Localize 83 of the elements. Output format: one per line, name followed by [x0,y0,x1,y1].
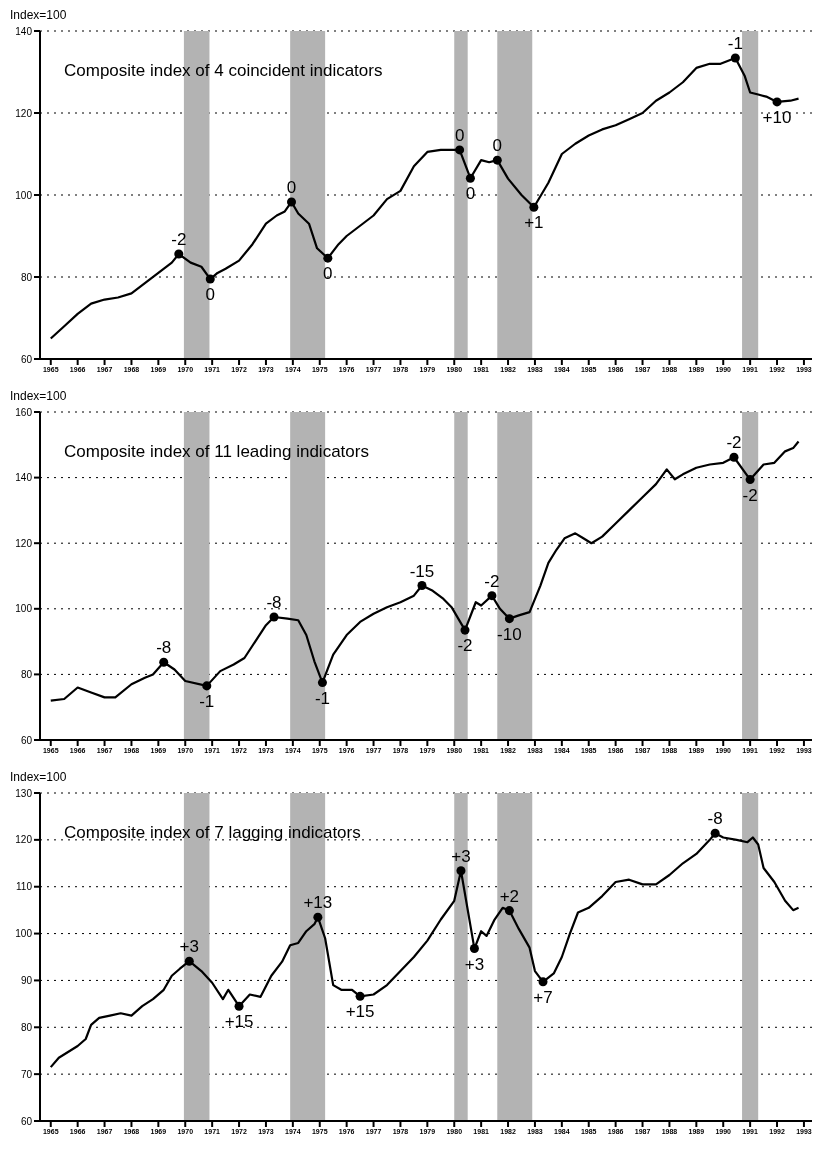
point [313,912,323,922]
point [159,657,169,667]
point [202,681,212,691]
y-tick-label: 80 [20,668,33,680]
annotation: -15 [409,561,435,581]
point [487,591,497,601]
annotation: +2 [499,886,520,906]
point [286,197,297,207]
annotation: -1 [199,691,215,711]
text: Composite index of 4 coincident indicators [64,61,383,81]
y-tick-label: 100 [15,928,33,940]
point [538,977,548,987]
annotation: 0 [205,285,215,305]
y-tick-label: 140 [15,472,33,484]
y-axis-title: Index=100 [10,8,68,23]
point [205,274,215,284]
point [469,944,479,954]
point [455,145,465,155]
point [417,581,427,591]
text: Composite index of 11 leading indicators [64,442,369,462]
y-tick-label: 60 [20,1115,33,1127]
point [460,625,470,635]
point [710,828,720,838]
point [174,249,184,259]
annotation: +10 [762,108,792,127]
point [323,253,333,263]
y-tick-label: 140 [15,25,33,37]
point [729,452,739,462]
annotation: 0 [454,125,465,145]
text: Composite index of 7 lagging indicators [64,823,361,843]
point [504,614,514,624]
y-tick-label: 100 [15,189,33,201]
annotation: -10 [497,624,522,644]
annotation: +3 [451,846,471,866]
point [317,678,327,688]
point [269,612,279,622]
annotation: -2 [484,571,500,591]
y-axis-title: Index=100 [10,770,68,785]
y-tick-label: 80 [20,1021,33,1033]
annotation: 0 [286,177,297,197]
y-axis-title: Index=100 [10,389,68,404]
y-tick-label: 90 [20,974,33,986]
annotation: +1 [524,213,544,233]
point [465,173,475,183]
annotation: 0 [465,184,476,204]
annotation: +7 [533,987,553,1007]
y-tick-label: 160 [15,406,33,418]
annotation: -2 [726,433,742,453]
annotation: -2 [457,636,473,656]
y-tick-label: 80 [20,271,33,283]
y-tick-label: 100 [15,603,33,615]
point [456,866,466,876]
annotation: -8 [156,638,172,658]
y-tick-label: 120 [15,107,33,119]
annotation: -1 [727,34,743,54]
annotation: +3 [464,954,485,974]
y-tick-label: 120 [15,834,33,846]
annotation: +15 [345,1002,375,1022]
annotation: +13 [303,893,333,913]
point [234,1001,244,1011]
point [772,97,782,107]
point [504,906,514,916]
annotation: -2 [742,485,758,505]
y-tick-label: 60 [20,353,33,365]
annotation: -2 [171,230,187,250]
y-tick-label: 60 [20,734,33,746]
annotation: -1 [314,688,330,708]
annotation: 0 [492,136,503,156]
point [745,475,755,485]
annotation: -8 [266,593,282,612]
annotation: 0 [323,264,333,284]
y-tick-label: 130 [15,787,33,799]
annotation: +15 [224,1012,254,1032]
y-tick-label: 110 [16,881,33,893]
y-tick-label: 70 [20,1068,33,1080]
annotation: +3 [179,937,199,957]
point [355,991,365,1001]
y-tick-label: 120 [15,537,33,549]
point [492,155,502,165]
point [730,53,740,63]
point [184,956,194,966]
point [529,202,539,212]
annotation: -8 [707,809,723,829]
